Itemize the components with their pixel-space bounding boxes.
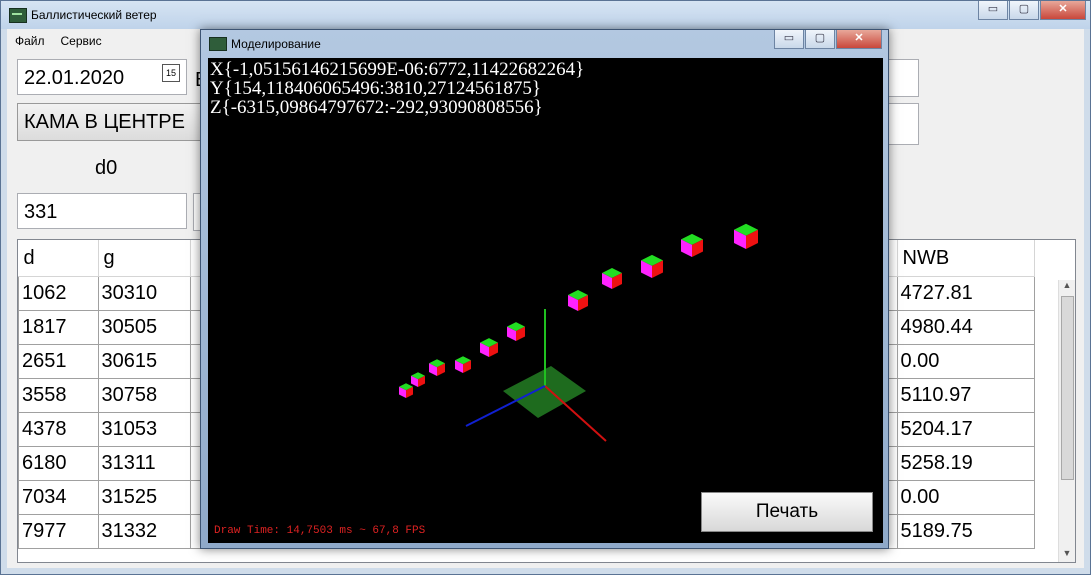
cell-nwb[interactable]: 0.00 bbox=[896, 344, 1035, 379]
calendar-icon[interactable]: 15 bbox=[162, 64, 180, 82]
trajectory-cube bbox=[399, 383, 413, 398]
scroll-up-icon[interactable]: ▲ bbox=[1062, 280, 1072, 290]
date-picker[interactable]: 22.01.2020 15 bbox=[17, 59, 187, 95]
trajectory-cubes bbox=[399, 223, 758, 398]
modal-maximize-button[interactable]: ▢ bbox=[805, 30, 835, 49]
trajectory-cube bbox=[641, 254, 663, 278]
col-header-g[interactable]: g bbox=[98, 240, 191, 277]
cell-d[interactable]: 3558 bbox=[18, 378, 99, 413]
d0-label: d0 bbox=[95, 157, 118, 179]
menu-file[interactable]: Файл bbox=[15, 34, 45, 48]
simulation-window: Моделирование ▭ ▢ ✕ X{-1,05156146215699E… bbox=[200, 29, 889, 549]
kama-center-button[interactable]: КАМА В ЦЕНТРЕ bbox=[17, 103, 217, 141]
cell-d[interactable]: 2651 bbox=[18, 344, 99, 379]
modal-minimize-button[interactable]: ▭ bbox=[774, 30, 804, 49]
trajectory-cube bbox=[507, 322, 525, 341]
3d-viewport[interactable]: X{-1,05156146215699E-06:6772,11422682264… bbox=[208, 58, 883, 543]
draw-time-readout: Draw Time: 14,7503 ms ~ 67,8 FPS bbox=[214, 525, 426, 537]
app-icon bbox=[9, 8, 27, 23]
cell-nwb[interactable]: 4727.81 bbox=[896, 276, 1035, 311]
col-header-d[interactable]: d bbox=[18, 240, 99, 277]
cell-g[interactable]: 30615 bbox=[97, 344, 191, 379]
trajectory-cube bbox=[568, 290, 588, 311]
cell-g[interactable]: 31332 bbox=[97, 514, 191, 549]
cell-g[interactable]: 31053 bbox=[97, 412, 191, 447]
cell-g[interactable]: 31311 bbox=[97, 446, 191, 481]
axis-x bbox=[544, 385, 607, 442]
cell-g[interactable]: 31525 bbox=[97, 480, 191, 515]
close-button[interactable]: ✕ bbox=[1040, 1, 1086, 20]
cell-d[interactable]: 1062 bbox=[18, 276, 99, 311]
coordinate-readout: X{-1,05156146215699E-06:6772,11422682264… bbox=[210, 60, 584, 117]
vertical-scrollbar[interactable]: ▲ ▼ bbox=[1058, 280, 1075, 562]
cell-g[interactable]: 30758 bbox=[97, 378, 191, 413]
trajectory-cube bbox=[429, 359, 445, 376]
cell-d[interactable]: 7977 bbox=[18, 514, 99, 549]
simulation-window-title: Моделирование bbox=[231, 37, 321, 51]
trajectory-cube bbox=[602, 268, 622, 289]
main-window-title: Баллистический ветер bbox=[31, 8, 157, 22]
coord-z: Z{-6315,09864797672:-292,93090808556} bbox=[210, 97, 543, 118]
scene-svg bbox=[399, 223, 758, 442]
cell-g[interactable]: 30310 bbox=[97, 276, 191, 311]
axis-z bbox=[465, 385, 546, 427]
cell-nwb[interactable]: 5204.17 bbox=[896, 412, 1035, 447]
coord-x: X{-1,05156146215699E-06:6772,11422682264… bbox=[210, 59, 585, 80]
cell-nwb[interactable]: 5110.97 bbox=[896, 378, 1035, 413]
cell-nwb[interactable]: 4980.44 bbox=[896, 310, 1035, 345]
main-titlebar[interactable]: Баллистический ветер ▭ ▢ ✕ bbox=[1, 1, 1090, 29]
d0-input[interactable]: 331 bbox=[17, 193, 187, 229]
cell-nwb[interactable]: 0.00 bbox=[896, 480, 1035, 515]
minimize-button[interactable]: ▭ bbox=[978, 1, 1008, 20]
menu-service[interactable]: Сервис bbox=[60, 34, 102, 48]
modal-app-icon bbox=[209, 37, 227, 51]
scroll-down-icon[interactable]: ▼ bbox=[1062, 548, 1072, 558]
trajectory-cube bbox=[734, 223, 758, 249]
menu-bar: Файл Сервис bbox=[7, 31, 110, 51]
cell-d[interactable]: 1817 bbox=[18, 310, 99, 345]
cell-nwb[interactable]: 5189.75 bbox=[896, 514, 1035, 549]
cell-d[interactable]: 6180 bbox=[18, 446, 99, 481]
print-button[interactable]: Печать bbox=[701, 492, 873, 532]
trajectory-cube bbox=[681, 233, 703, 257]
trajectory-cube bbox=[411, 372, 425, 387]
coord-y: Y{154,118406065496:3810,27124561875} bbox=[210, 78, 542, 99]
cell-d[interactable]: 7034 bbox=[18, 480, 99, 515]
ground-plane bbox=[503, 366, 586, 418]
col-header-nwb[interactable]: NWB bbox=[897, 240, 1035, 277]
trajectory-cube bbox=[455, 356, 471, 373]
trajectory-cube bbox=[480, 338, 498, 357]
cell-g[interactable]: 30505 bbox=[97, 310, 191, 345]
scroll-thumb[interactable] bbox=[1061, 296, 1074, 480]
cell-nwb[interactable]: 5258.19 bbox=[896, 446, 1035, 481]
cell-d[interactable]: 4378 bbox=[18, 412, 99, 447]
maximize-button[interactable]: ▢ bbox=[1009, 1, 1039, 20]
modal-close-button[interactable]: ✕ bbox=[836, 30, 882, 49]
date-value: 22.01.2020 bbox=[24, 67, 125, 89]
